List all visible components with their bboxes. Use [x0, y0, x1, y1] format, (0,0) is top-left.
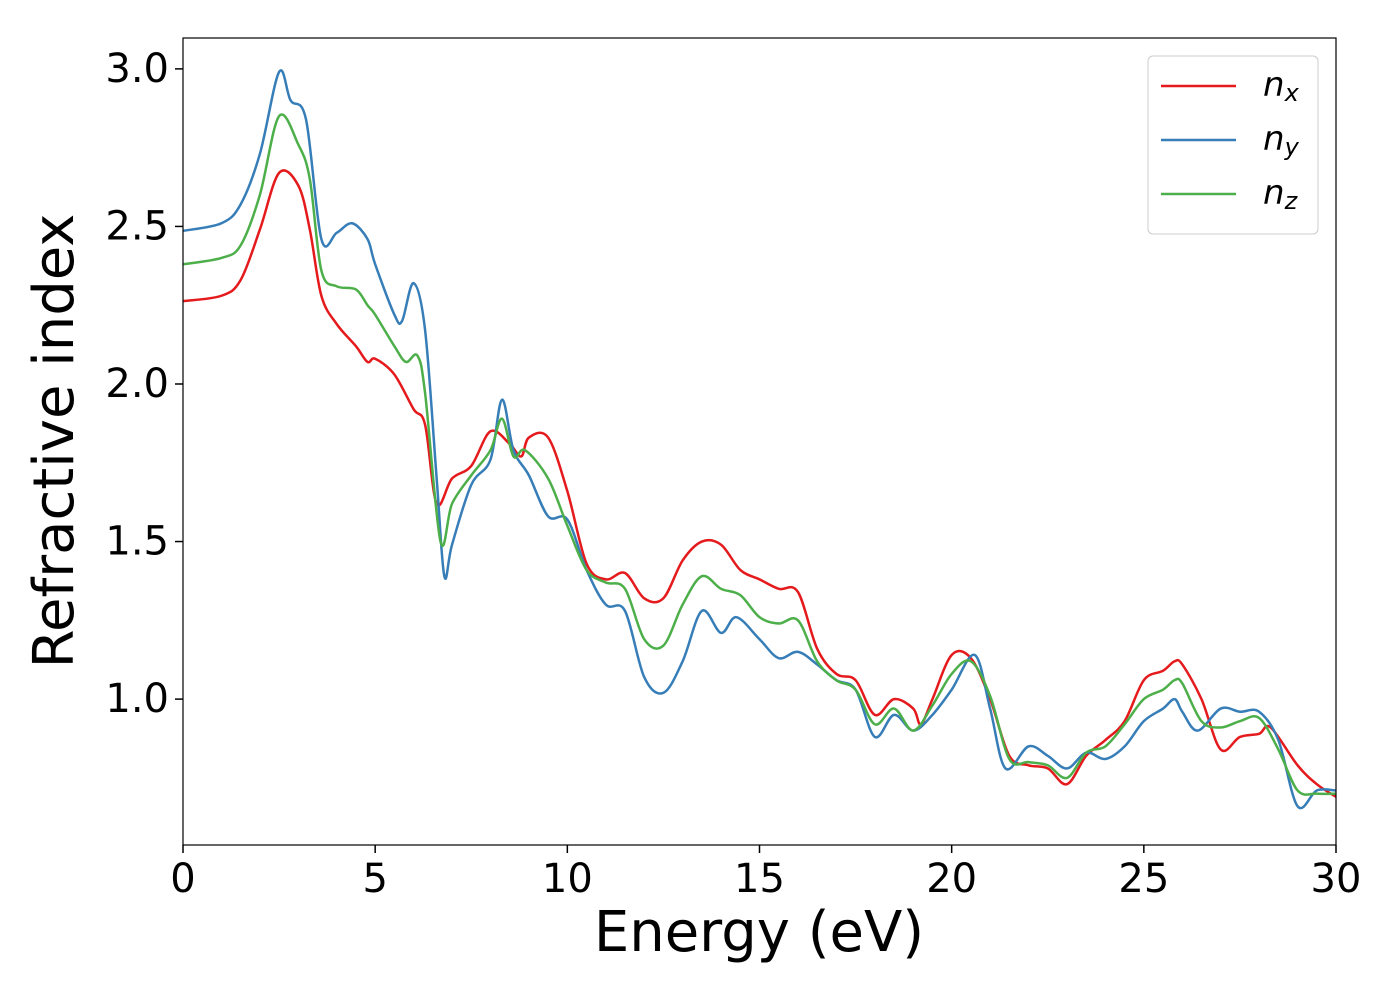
- y-tick-label: 1.0: [105, 676, 169, 722]
- line: [182, 113, 1337, 796]
- line: [182, 69, 1337, 810]
- x-axis-label: Energy (eV): [594, 900, 924, 965]
- x-tick-label: 15: [734, 856, 785, 902]
- x-tick-label: 5: [362, 856, 387, 902]
- y-tick-label: 2.0: [105, 361, 169, 407]
- y-tick-label: 1.5: [105, 519, 169, 565]
- y-axis-label: Refractive index: [22, 214, 87, 669]
- x-tick-label: 30: [1311, 856, 1362, 902]
- line: [182, 169, 1337, 798]
- y-tick-label: 3.0: [105, 46, 169, 92]
- legend-label: nz: [1263, 173, 1299, 216]
- plot-frame: [182, 37, 1337, 846]
- x-tick-label: 10: [542, 856, 593, 902]
- legend-label: ny: [1263, 119, 1300, 162]
- x-tick-label: 0: [170, 856, 195, 902]
- legend-label: nx: [1263, 65, 1300, 108]
- x-tick-label: 20: [926, 856, 977, 902]
- legend: [1147, 55, 1319, 235]
- y-tick-label: 2.5: [105, 203, 169, 249]
- x-tick-label: 25: [1118, 856, 1169, 902]
